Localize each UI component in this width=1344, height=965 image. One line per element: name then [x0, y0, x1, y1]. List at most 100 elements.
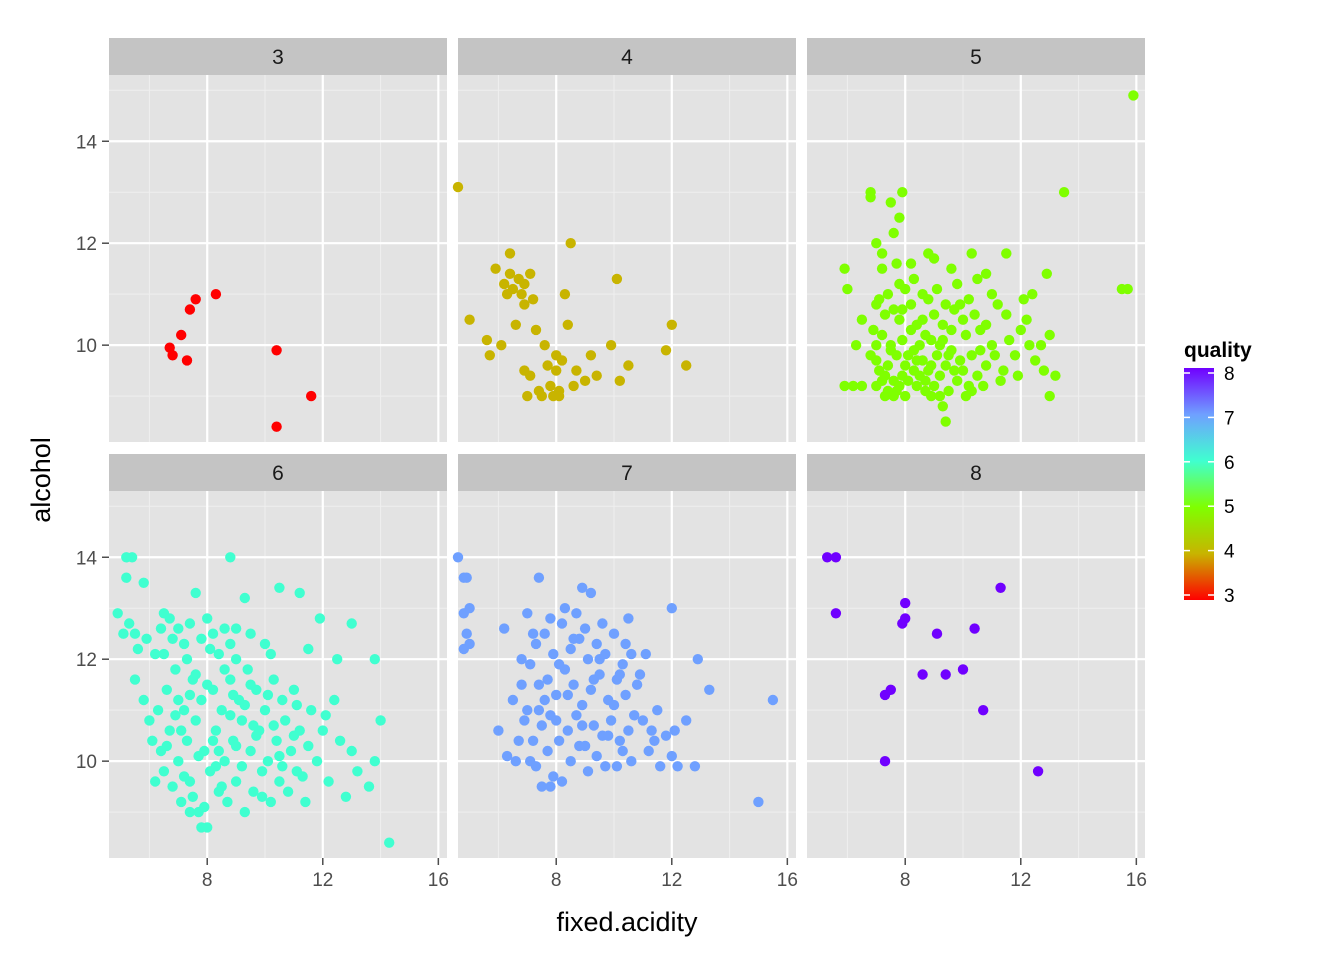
data-point: [334, 735, 346, 746]
data-point: [871, 355, 882, 366]
data-point: [542, 674, 553, 685]
data-point: [643, 745, 654, 757]
data-point: [158, 648, 170, 660]
data-point: [669, 725, 680, 736]
data-point: [1027, 289, 1038, 300]
data-point: [496, 340, 507, 351]
facet-strip: [458, 38, 796, 75]
data-point: [900, 360, 911, 371]
data-point: [926, 360, 937, 371]
legend-title: quality: [1184, 339, 1252, 362]
data-point: [207, 735, 219, 746]
data-point: [992, 299, 1003, 310]
data-point: [213, 648, 224, 660]
data-point: [614, 669, 625, 680]
data-point: [605, 715, 617, 726]
data-point: [885, 197, 896, 208]
data-point: [614, 735, 625, 746]
data-point: [879, 309, 891, 320]
data-point: [499, 278, 510, 290]
data-point: [856, 380, 868, 392]
data-point: [876, 248, 888, 259]
data-point: [871, 340, 882, 351]
panel-background: [458, 75, 796, 442]
data-point: [969, 309, 980, 320]
data-point: [199, 801, 210, 813]
data-point: [181, 735, 193, 746]
panel-background: [109, 75, 447, 442]
data-point: [655, 761, 666, 772]
data-point: [568, 679, 579, 690]
data-point: [288, 730, 300, 741]
data-point: [582, 766, 594, 777]
data-point: [940, 360, 951, 371]
data-point: [623, 360, 634, 371]
data-point: [164, 725, 175, 736]
data-point: [464, 603, 475, 614]
data-point: [219, 664, 230, 675]
data-point: [568, 380, 579, 392]
data-point: [871, 238, 882, 249]
data-point: [522, 390, 533, 402]
data-point: [265, 796, 276, 808]
data-point: [129, 628, 141, 639]
data-point: [1122, 283, 1133, 295]
data-point: [132, 643, 144, 655]
data-point: [562, 725, 573, 736]
data-point: [536, 390, 547, 402]
data-point: [216, 705, 227, 716]
data-point: [262, 689, 274, 701]
data-point: [242, 664, 253, 675]
data-point: [894, 314, 905, 325]
data-point: [280, 715, 291, 726]
data-point: [484, 350, 495, 361]
data-point: [611, 273, 623, 285]
facet-strip-label: 3: [272, 46, 284, 69]
data-point: [660, 345, 672, 356]
data-point: [490, 263, 501, 274]
data-point: [545, 781, 556, 792]
data-point: [323, 776, 334, 787]
data-point: [900, 597, 911, 609]
data-point: [998, 365, 1009, 376]
data-point: [245, 679, 256, 690]
data-point: [605, 340, 617, 351]
data-point: [1004, 334, 1015, 346]
data-point: [303, 740, 314, 752]
data-point: [585, 587, 597, 599]
data-point: [986, 340, 998, 351]
data-point: [527, 735, 539, 746]
data-point: [1001, 309, 1012, 320]
data-point: [150, 776, 161, 787]
data-point: [452, 181, 464, 193]
data-point: [202, 613, 213, 624]
data-point: [949, 365, 960, 376]
y-tick-label: 14: [76, 548, 98, 569]
data-point: [173, 756, 184, 767]
y-tick-label: 10: [76, 752, 97, 773]
data-point: [556, 355, 568, 366]
data-point: [1009, 350, 1021, 361]
legend-tick-label: 3: [1224, 586, 1235, 607]
facet-strip: [458, 454, 796, 491]
data-point: [530, 638, 542, 650]
data-point: [161, 740, 172, 752]
data-point: [346, 745, 357, 757]
data-point: [259, 638, 271, 650]
data-point: [519, 715, 530, 726]
data-point: [230, 740, 242, 752]
data-point: [1058, 187, 1070, 198]
data-point: [681, 360, 692, 371]
data-point: [196, 822, 207, 833]
data-point: [591, 370, 602, 381]
data-point: [375, 715, 386, 726]
data-point: [167, 633, 178, 644]
data-point: [989, 350, 1000, 361]
data-point: [876, 263, 888, 274]
data-point: [888, 390, 899, 402]
data-point: [926, 390, 937, 402]
data-point: [530, 324, 542, 336]
data-point: [585, 350, 597, 361]
data-point: [553, 390, 565, 402]
x-tick-label: 8: [551, 870, 562, 891]
